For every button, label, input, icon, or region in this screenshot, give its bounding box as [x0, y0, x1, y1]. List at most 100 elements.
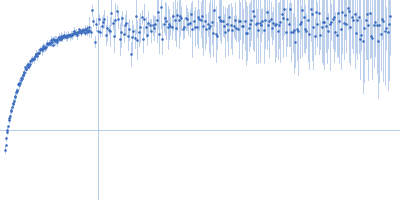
Point [46, 41, 52, 45]
Point [149, 24, 156, 27]
Point [55, 35, 62, 38]
Point [288, 30, 294, 34]
Point [360, 40, 366, 43]
Point [17, 81, 23, 85]
Point [64, 33, 71, 36]
Point [130, 29, 136, 32]
Point [86, 28, 92, 32]
Point [336, 19, 343, 22]
Point [373, 23, 380, 27]
Point [78, 32, 85, 35]
Point [28, 58, 34, 61]
Point [146, 23, 153, 26]
Point [317, 33, 324, 37]
Point [16, 81, 22, 84]
Point [50, 43, 56, 46]
Point [386, 22, 392, 26]
Point [110, 22, 116, 25]
Point [48, 41, 54, 44]
Point [75, 31, 81, 34]
Point [8, 108, 15, 111]
Point [168, 25, 175, 28]
Point [133, 15, 139, 18]
Point [14, 88, 20, 92]
Point [312, 35, 318, 38]
Point [272, 23, 278, 26]
Point [69, 33, 76, 36]
Point [207, 24, 214, 27]
Point [331, 16, 337, 19]
Point [21, 70, 28, 74]
Point [90, 20, 97, 23]
Point [198, 18, 204, 21]
Point [134, 38, 141, 41]
Point [98, 25, 105, 28]
Point [192, 25, 198, 28]
Point [84, 30, 90, 33]
Point [7, 114, 13, 117]
Point [370, 24, 377, 27]
Point [237, 19, 244, 22]
Point [258, 24, 264, 27]
Point [47, 42, 53, 46]
Point [114, 9, 120, 12]
Point [108, 11, 114, 14]
Point [240, 24, 246, 28]
Point [328, 20, 334, 23]
Point [278, 13, 285, 16]
Point [119, 17, 126, 20]
Point [2, 143, 9, 146]
Point [63, 35, 70, 38]
Point [136, 30, 142, 33]
Point [310, 25, 316, 28]
Point [77, 30, 83, 33]
Point [239, 25, 245, 28]
Point [32, 55, 38, 58]
Point [151, 27, 157, 30]
Point [44, 41, 51, 45]
Point [30, 58, 37, 61]
Point [14, 90, 20, 93]
Point [285, 23, 292, 26]
Point [264, 10, 270, 14]
Point [195, 15, 201, 19]
Point [380, 20, 387, 23]
Point [307, 8, 314, 11]
Point [160, 23, 167, 26]
Point [224, 23, 230, 26]
Point [60, 35, 67, 38]
Point [104, 27, 110, 30]
Point [343, 22, 350, 25]
Point [379, 17, 385, 21]
Point [164, 26, 171, 29]
Point [74, 34, 80, 37]
Point [71, 29, 78, 32]
Point [41, 46, 47, 49]
Point [269, 26, 275, 29]
Point [329, 17, 336, 20]
Point [174, 14, 180, 17]
Point [126, 28, 132, 31]
Point [203, 27, 209, 30]
Point [48, 39, 54, 42]
Point [228, 24, 234, 27]
Point [255, 29, 262, 32]
Point [252, 22, 259, 25]
Point [93, 23, 99, 26]
Point [155, 11, 161, 14]
Point [36, 49, 43, 52]
Point [215, 16, 222, 19]
Point [229, 29, 236, 32]
Point [127, 52, 134, 56]
Point [225, 28, 231, 32]
Point [30, 57, 36, 60]
Point [362, 18, 369, 21]
Point [86, 29, 92, 32]
Point [97, 30, 104, 33]
Point [259, 19, 266, 22]
Point [38, 47, 44, 50]
Point [80, 28, 87, 32]
Point [52, 39, 58, 42]
Point [178, 16, 184, 19]
Point [62, 35, 69, 38]
